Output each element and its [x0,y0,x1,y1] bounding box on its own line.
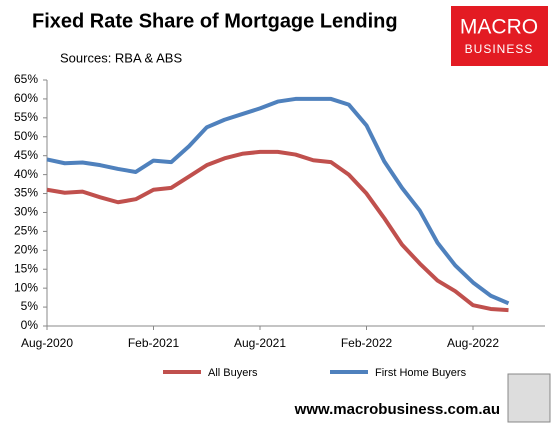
y-tick-label: 25% [14,224,38,238]
y-tick-label: 10% [14,280,38,294]
y-tick-label: 65% [14,72,38,86]
x-tick-label: Feb-2021 [128,336,180,350]
y-tick-label: 55% [14,110,38,124]
y-tick-label: 15% [14,261,38,275]
y-tick-label: 5% [21,299,39,313]
y-tick-label: 35% [14,186,38,200]
website: www.macrobusiness.com.au [294,401,500,418]
series-line [46,149,509,313]
logo-image [507,373,551,423]
x-tick-label: Aug-2021 [234,336,286,350]
logo-text: BUSINESS [465,42,534,56]
y-tick-label: 20% [14,242,38,256]
y-tick-label: 60% [14,91,38,105]
x-tick-label: Feb-2022 [341,336,393,350]
y-tick-label: 45% [14,148,38,162]
series-line [46,96,510,306]
legend-label: All Buyers [208,367,258,379]
y-tick-label: 0% [21,318,39,332]
chart-subtitle: Sources: RBA & ABS [60,50,182,65]
y-tick-label: 40% [14,167,38,181]
y-tick-label: 50% [14,129,38,143]
y-tick-label: 30% [14,205,38,219]
legend-label: First Home Buyers [375,367,467,379]
logo-text: MACRO [460,16,538,39]
x-tick-label: Aug-2022 [447,336,499,350]
x-tick-label: Aug-2020 [21,336,73,350]
logo-box [451,6,548,66]
chart-title: Fixed Rate Share of Mortgage Lending [32,10,398,32]
